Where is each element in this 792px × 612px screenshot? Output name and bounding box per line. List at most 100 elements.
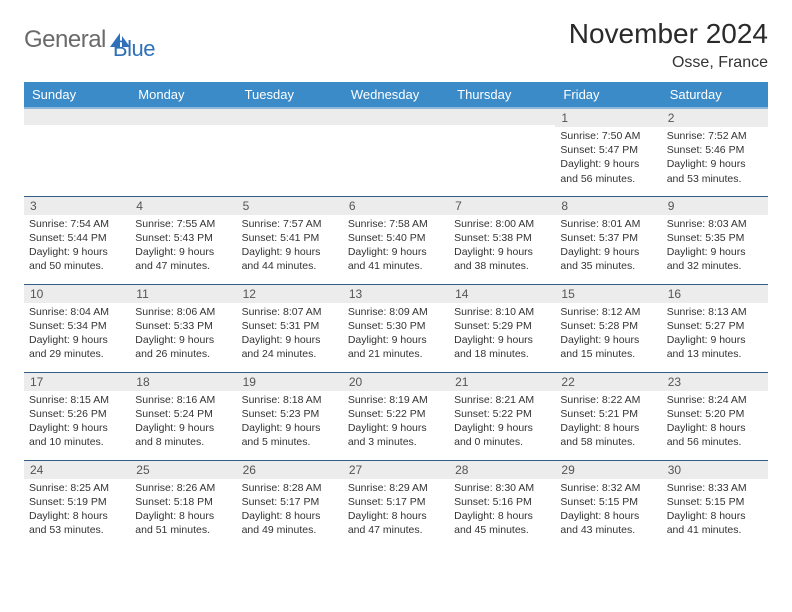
sunset-line: Sunset: 5:22 PM [454,407,550,421]
day-info: Sunrise: 8:24 AMSunset: 5:20 PMDaylight:… [662,391,768,454]
day-number: 28 [449,461,555,479]
sunset-line: Sunset: 5:27 PM [667,319,763,333]
day-number: 27 [343,461,449,479]
calendar-day-cell: 20Sunrise: 8:19 AMSunset: 5:22 PMDayligh… [343,372,449,460]
sunrise-line: Sunrise: 8:15 AM [29,393,125,407]
sunrise-line: Sunrise: 8:33 AM [667,481,763,495]
sunrise-line: Sunrise: 8:24 AM [667,393,763,407]
sunrise-line: Sunrise: 7:54 AM [29,217,125,231]
day-number: 24 [24,461,130,479]
calendar-day-cell: 4Sunrise: 7:55 AMSunset: 5:43 PMDaylight… [130,196,236,284]
day-number [343,109,449,125]
calendar-day-cell: 12Sunrise: 8:07 AMSunset: 5:31 PMDayligh… [237,284,343,372]
day-info: Sunrise: 7:55 AMSunset: 5:43 PMDaylight:… [130,215,236,278]
calendar-day-cell [130,108,236,196]
calendar-day-cell: 7Sunrise: 8:00 AMSunset: 5:38 PMDaylight… [449,196,555,284]
daylight-line: Daylight: 9 hours and 3 minutes. [348,421,444,449]
weekday-header: Thursday [449,82,555,108]
weekday-header: Saturday [662,82,768,108]
daylight-line: Daylight: 9 hours and 50 minutes. [29,245,125,273]
calendar-day-cell: 13Sunrise: 8:09 AMSunset: 5:30 PMDayligh… [343,284,449,372]
day-info: Sunrise: 8:22 AMSunset: 5:21 PMDaylight:… [555,391,661,454]
calendar-table: Sunday Monday Tuesday Wednesday Thursday… [24,82,768,548]
calendar-week-row: 17Sunrise: 8:15 AMSunset: 5:26 PMDayligh… [24,372,768,460]
sunset-line: Sunset: 5:20 PM [667,407,763,421]
day-number: 7 [449,197,555,215]
day-info: Sunrise: 8:12 AMSunset: 5:28 PMDaylight:… [555,303,661,366]
daylight-line: Daylight: 9 hours and 47 minutes. [135,245,231,273]
day-info: Sunrise: 8:00 AMSunset: 5:38 PMDaylight:… [449,215,555,278]
day-info: Sunrise: 8:16 AMSunset: 5:24 PMDaylight:… [130,391,236,454]
day-number [24,109,130,125]
day-number [449,109,555,125]
sunrise-line: Sunrise: 8:12 AM [560,305,656,319]
day-number: 3 [24,197,130,215]
sunset-line: Sunset: 5:28 PM [560,319,656,333]
sunrise-line: Sunrise: 8:19 AM [348,393,444,407]
sunrise-line: Sunrise: 8:06 AM [135,305,231,319]
day-number: 29 [555,461,661,479]
daylight-line: Daylight: 8 hours and 41 minutes. [667,509,763,537]
daylight-line: Daylight: 9 hours and 38 minutes. [454,245,550,273]
day-info: Sunrise: 8:33 AMSunset: 5:15 PMDaylight:… [662,479,768,542]
day-info: Sunrise: 8:03 AMSunset: 5:35 PMDaylight:… [662,215,768,278]
daylight-line: Daylight: 8 hours and 58 minutes. [560,421,656,449]
day-info: Sunrise: 8:09 AMSunset: 5:30 PMDaylight:… [343,303,449,366]
daylight-line: Daylight: 9 hours and 44 minutes. [242,245,338,273]
day-info: Sunrise: 8:29 AMSunset: 5:17 PMDaylight:… [343,479,449,542]
sunset-line: Sunset: 5:17 PM [242,495,338,509]
sunrise-line: Sunrise: 8:00 AM [454,217,550,231]
day-info: Sunrise: 8:30 AMSunset: 5:16 PMDaylight:… [449,479,555,542]
day-number: 11 [130,285,236,303]
sunset-line: Sunset: 5:31 PM [242,319,338,333]
sunset-line: Sunset: 5:44 PM [29,231,125,245]
day-info: Sunrise: 8:26 AMSunset: 5:18 PMDaylight:… [130,479,236,542]
daylight-line: Daylight: 8 hours and 56 minutes. [667,421,763,449]
sunset-line: Sunset: 5:33 PM [135,319,231,333]
sunrise-line: Sunrise: 8:04 AM [29,305,125,319]
calendar-body: 1Sunrise: 7:50 AMSunset: 5:47 PMDaylight… [24,108,768,548]
day-number: 6 [343,197,449,215]
sunrise-line: Sunrise: 8:10 AM [454,305,550,319]
day-info: Sunrise: 7:50 AMSunset: 5:47 PMDaylight:… [555,127,661,190]
sunset-line: Sunset: 5:40 PM [348,231,444,245]
day-info: Sunrise: 8:06 AMSunset: 5:33 PMDaylight:… [130,303,236,366]
daylight-line: Daylight: 9 hours and 21 minutes. [348,333,444,361]
calendar-day-cell: 18Sunrise: 8:16 AMSunset: 5:24 PMDayligh… [130,372,236,460]
sunset-line: Sunset: 5:34 PM [29,319,125,333]
sunrise-line: Sunrise: 8:13 AM [667,305,763,319]
sunset-line: Sunset: 5:17 PM [348,495,444,509]
sunrise-line: Sunrise: 7:58 AM [348,217,444,231]
sunset-line: Sunset: 5:24 PM [135,407,231,421]
sunrise-line: Sunrise: 8:07 AM [242,305,338,319]
daylight-line: Daylight: 9 hours and 35 minutes. [560,245,656,273]
daylight-line: Daylight: 8 hours and 53 minutes. [29,509,125,537]
sunrise-line: Sunrise: 7:57 AM [242,217,338,231]
day-number [237,109,343,125]
daylight-line: Daylight: 9 hours and 10 minutes. [29,421,125,449]
daylight-line: Daylight: 9 hours and 53 minutes. [667,157,763,185]
day-number [130,109,236,125]
calendar-day-cell: 24Sunrise: 8:25 AMSunset: 5:19 PMDayligh… [24,460,130,548]
brand-logo: General Blue [24,18,155,62]
day-info: Sunrise: 8:19 AMSunset: 5:22 PMDaylight:… [343,391,449,454]
day-number: 9 [662,197,768,215]
day-number: 13 [343,285,449,303]
calendar-week-row: 1Sunrise: 7:50 AMSunset: 5:47 PMDaylight… [24,108,768,196]
sunset-line: Sunset: 5:30 PM [348,319,444,333]
daylight-line: Daylight: 8 hours and 43 minutes. [560,509,656,537]
day-number: 22 [555,373,661,391]
daylight-line: Daylight: 9 hours and 18 minutes. [454,333,550,361]
day-info: Sunrise: 8:13 AMSunset: 5:27 PMDaylight:… [662,303,768,366]
calendar-day-cell: 3 Sunrise: 7:54 AMSunset: 5:44 PMDaylight… [24,196,130,284]
daylight-line: Daylight: 9 hours and 5 minutes. [242,421,338,449]
sunset-line: Sunset: 5:41 PM [242,231,338,245]
daylight-line: Daylight: 9 hours and 26 minutes. [135,333,231,361]
calendar-day-cell: 2Sunrise: 7:52 AMSunset: 5:46 PMDaylight… [662,108,768,196]
sunrise-line: Sunrise: 8:30 AM [454,481,550,495]
day-number: 1 [555,109,661,127]
title-block: November 2024 Osse, France [569,18,768,72]
day-number: 25 [130,461,236,479]
sunset-line: Sunset: 5:26 PM [29,407,125,421]
day-number: 26 [237,461,343,479]
